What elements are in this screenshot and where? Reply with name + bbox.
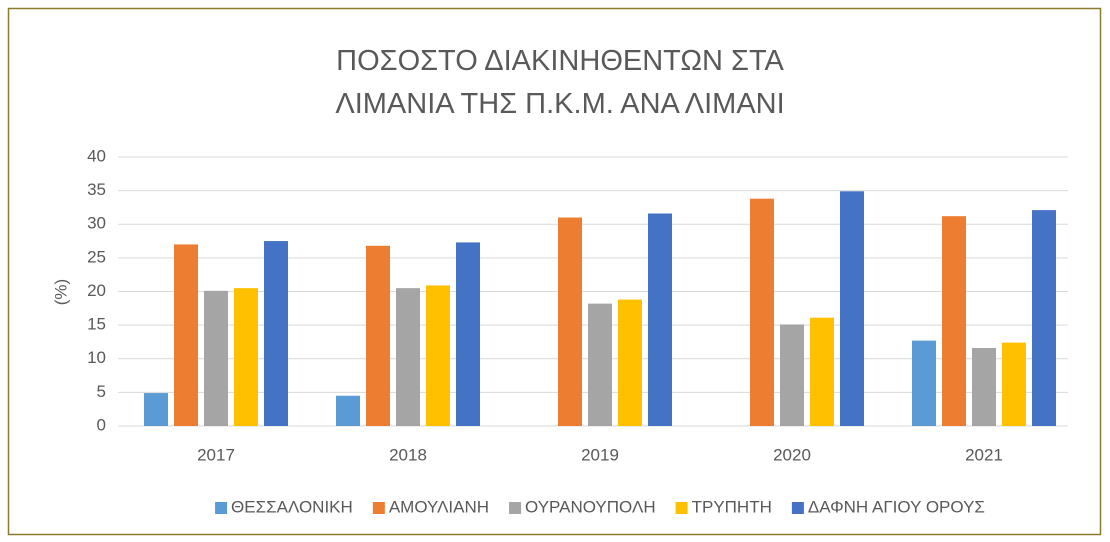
bar xyxy=(558,217,582,426)
bar xyxy=(588,303,612,426)
bar xyxy=(810,317,834,426)
bar xyxy=(972,347,996,426)
x-tick-label: 2017 xyxy=(197,445,235,464)
bar xyxy=(174,244,198,426)
bar xyxy=(618,299,642,426)
bar xyxy=(780,324,804,426)
bar xyxy=(942,216,966,426)
x-tick-label: 2020 xyxy=(773,445,811,464)
bar xyxy=(648,213,672,426)
y-tick-label: 40 xyxy=(87,146,106,165)
bar xyxy=(144,393,168,426)
bar xyxy=(234,288,258,426)
bar xyxy=(366,245,390,426)
legend-swatch xyxy=(372,502,385,514)
legend-swatch xyxy=(509,502,522,514)
y-tick-label: 35 xyxy=(87,180,106,199)
legend-label: ΘΕΣΣΑΛΟΝΙΚΗ xyxy=(231,497,353,516)
bar xyxy=(396,288,420,426)
y-axis-label: (%) xyxy=(51,279,70,305)
bar xyxy=(1032,210,1056,426)
legend-swatch xyxy=(675,502,688,514)
y-tick-label: 20 xyxy=(87,281,106,300)
x-tick-label: 2018 xyxy=(389,445,427,464)
x-tick-label: 2021 xyxy=(965,445,1003,464)
legend-label: ΔΑΦΝΗ ΑΓΙΟΥ ΟΡΟΥΣ xyxy=(808,497,985,516)
y-tick-label: 5 xyxy=(97,382,106,401)
y-tick-label: 15 xyxy=(87,315,106,334)
x-tick-label: 2019 xyxy=(581,445,619,464)
legend-swatch xyxy=(215,502,228,514)
bar xyxy=(1002,342,1026,426)
y-tick-label: 30 xyxy=(87,214,106,233)
legend-label: ΤΡΥΠΗΤΗ xyxy=(692,497,772,516)
bar xyxy=(840,191,864,426)
bar xyxy=(912,340,936,426)
bar xyxy=(750,198,774,426)
bar xyxy=(336,395,360,426)
bar xyxy=(264,241,288,426)
bar xyxy=(426,285,450,426)
y-tick-label: 0 xyxy=(97,415,106,434)
legend-swatch xyxy=(791,502,804,514)
legend-label: ΑΜΟΥΛΙΑΝΗ xyxy=(389,497,489,516)
y-tick-label: 25 xyxy=(87,247,106,266)
bar xyxy=(204,290,228,426)
bar xyxy=(456,242,480,426)
y-tick-label: 10 xyxy=(87,348,106,367)
legend-label: ΟΥΡΑΝΟΥΠΟΛΗ xyxy=(525,497,656,516)
chart-title: ΠΟΣΟΣΤΟ ΔΙΑΚΙΝΗΘΕΝΤΩΝ ΣΤΑ ΛΙΜΑΝΙΑ ΤΗΣ Π.… xyxy=(335,45,785,120)
